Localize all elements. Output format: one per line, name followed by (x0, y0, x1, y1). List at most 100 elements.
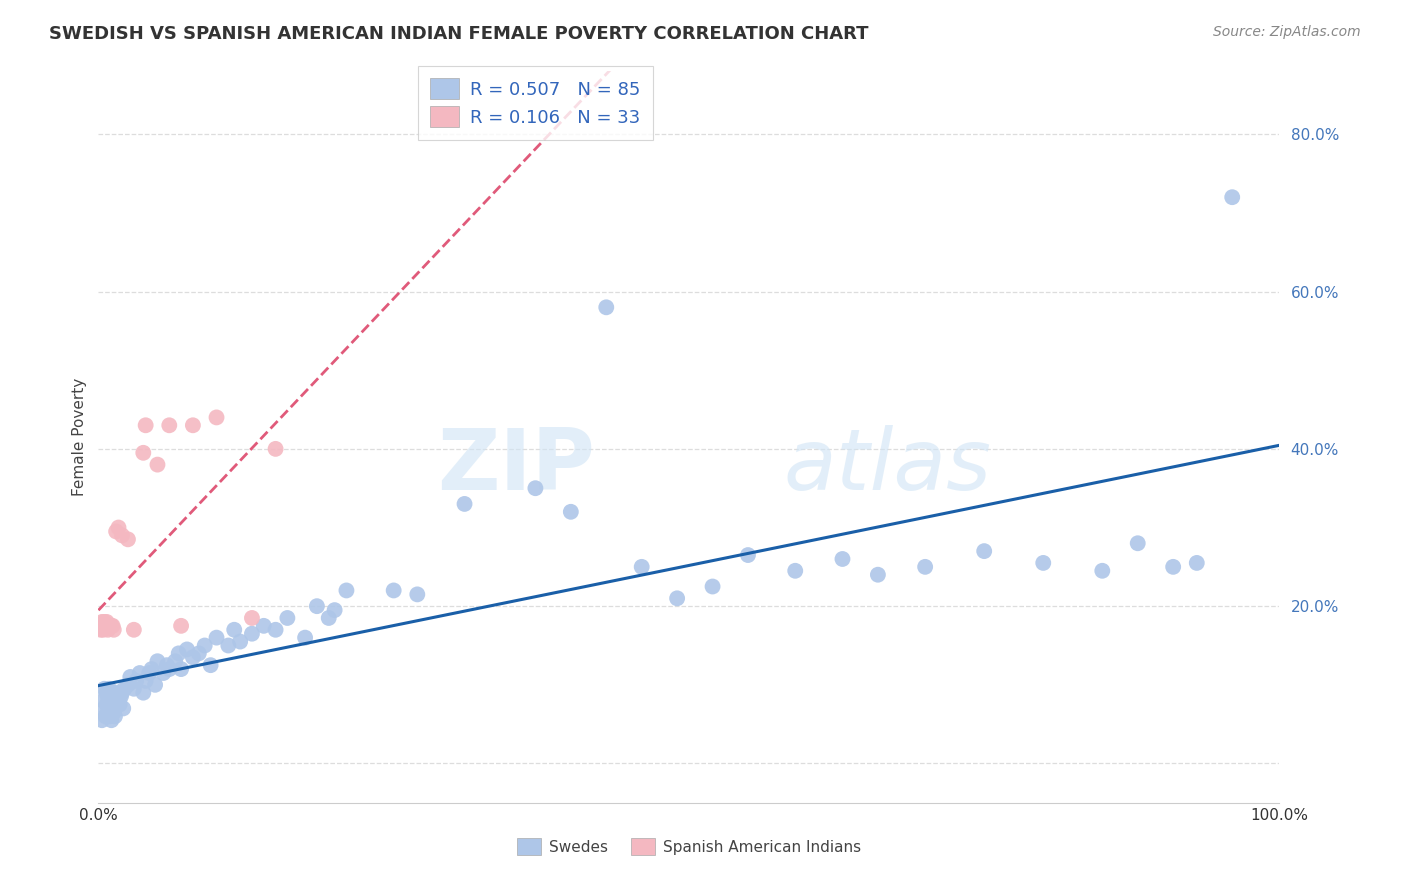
Y-axis label: Female Poverty: Female Poverty (72, 378, 87, 496)
Point (97, 623, 120, 637)
Point (152, 666, 174, 681)
Point (93, 681, 115, 696)
Point (97, 706, 120, 720)
Point (103, 706, 125, 720)
Point (240, 611, 263, 625)
Point (138, 666, 160, 681)
Point (318, 611, 340, 625)
Point (132, 446, 155, 460)
Point (453, 497, 475, 511)
Point (96, 686, 118, 700)
Text: atlas: atlas (783, 425, 991, 508)
Point (1220, 190, 1243, 204)
Point (194, 639, 217, 653)
Point (105, 524, 128, 539)
Point (104, 698, 127, 712)
Point (335, 583, 357, 598)
Point (914, 559, 936, 574)
Point (229, 634, 252, 648)
Point (98, 709, 121, 723)
Point (100, 619, 122, 633)
Point (90, 623, 112, 637)
Point (94, 619, 117, 633)
Point (107, 693, 129, 707)
Point (157, 418, 180, 433)
Point (93, 701, 115, 715)
Point (103, 623, 125, 637)
Point (170, 619, 193, 633)
Point (128, 666, 150, 681)
Point (240, 626, 263, 640)
Point (831, 552, 853, 566)
Point (406, 587, 429, 601)
Point (98, 701, 121, 715)
Legend: Swedes, Spanish American Indians: Swedes, Spanish American Indians (510, 832, 868, 861)
Point (382, 583, 405, 598)
Point (91, 713, 114, 727)
Point (101, 701, 124, 715)
Point (94, 709, 117, 723)
Point (122, 623, 145, 637)
Point (101, 619, 124, 633)
Point (90, 619, 112, 633)
Point (146, 654, 169, 668)
Point (98, 619, 121, 633)
Point (205, 631, 228, 645)
Point (100, 713, 122, 727)
Point (323, 603, 346, 617)
Point (737, 548, 759, 562)
Point (157, 662, 180, 676)
Point (560, 505, 582, 519)
Point (294, 631, 316, 645)
Point (224, 623, 246, 637)
Point (112, 701, 135, 715)
Point (104, 709, 127, 723)
Point (264, 623, 287, 637)
Point (1091, 564, 1114, 578)
Point (107, 520, 129, 534)
Point (135, 418, 157, 433)
Point (89, 619, 111, 633)
Point (96, 615, 118, 629)
Point (165, 654, 187, 668)
Point (122, 681, 145, 696)
Point (98, 619, 121, 633)
Point (100, 690, 122, 704)
Text: Source: ZipAtlas.com: Source: ZipAtlas.com (1213, 25, 1361, 39)
Point (253, 619, 276, 633)
Point (105, 686, 128, 700)
Point (630, 559, 652, 574)
Point (1032, 556, 1054, 570)
Point (112, 681, 135, 696)
Point (103, 693, 125, 707)
Point (91, 619, 114, 633)
Point (785, 564, 807, 578)
Point (1126, 536, 1149, 550)
Point (117, 533, 139, 547)
Point (595, 301, 617, 315)
Point (1161, 559, 1184, 574)
Point (141, 662, 163, 676)
Point (120, 670, 142, 684)
Point (200, 658, 222, 673)
Point (181, 418, 204, 433)
Point (666, 591, 689, 606)
Text: ZIP: ZIP (437, 425, 595, 508)
Point (110, 690, 132, 704)
Point (143, 678, 166, 692)
Point (702, 580, 724, 594)
Point (176, 642, 198, 657)
Point (93, 619, 115, 633)
Point (217, 639, 239, 653)
Point (98, 698, 121, 712)
Point (91, 615, 114, 629)
Point (132, 686, 155, 700)
Point (91, 619, 114, 633)
Point (146, 458, 169, 472)
Point (305, 599, 328, 614)
Point (524, 481, 547, 495)
Point (264, 442, 287, 456)
Point (187, 646, 209, 660)
Point (276, 611, 298, 625)
Point (117, 678, 139, 692)
